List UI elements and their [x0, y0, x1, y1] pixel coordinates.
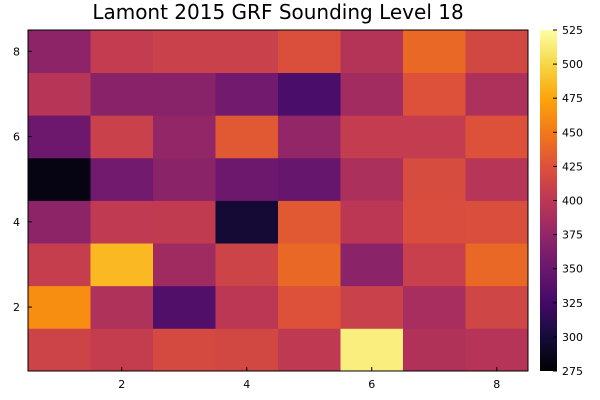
heatmap-cell	[278, 285, 341, 329]
heatmap-cell	[90, 115, 154, 159]
heatmap-cell	[278, 157, 341, 201]
heatmap-cell	[90, 285, 154, 329]
heatmap-cell	[28, 243, 91, 287]
heatmap-cell	[465, 243, 529, 287]
heatmap-cell	[340, 285, 404, 329]
heatmap-cell	[28, 200, 91, 244]
heatmap-cell	[215, 328, 279, 372]
colorbar-tick-label: 300	[562, 331, 583, 344]
heatmap-cell	[278, 115, 341, 159]
heatmap-cell	[465, 285, 529, 329]
heatmap-cell	[90, 157, 154, 201]
colorbar-gradient	[540, 30, 557, 371]
heatmap-cell	[215, 72, 279, 116]
heatmap-cell	[403, 243, 466, 287]
chart-title: Lamont 2015 GRF Sounding Level 18	[92, 0, 463, 24]
heatmap-cell	[403, 30, 466, 74]
y-tick-label: 6	[13, 131, 20, 144]
heatmap-cell	[153, 115, 216, 159]
heatmap-cell	[153, 72, 216, 116]
heatmap-cell	[465, 328, 529, 372]
x-axis: 2 4 6 8	[118, 367, 500, 391]
heatmap-cell	[403, 115, 466, 159]
heatmap-cell	[465, 157, 529, 201]
heatmap-cell	[465, 200, 529, 244]
heatmap-cell	[215, 30, 279, 74]
heatmap-cell	[153, 30, 216, 74]
heatmap-cell	[465, 72, 529, 116]
heatmap-cell	[403, 200, 466, 244]
y-tick-label: 2	[13, 301, 20, 314]
heatmap-cell	[403, 328, 466, 372]
heatmap-cell	[278, 72, 341, 116]
y-tick-label: 4	[13, 216, 20, 229]
colorbar-tick-label: 425	[562, 160, 583, 173]
heatmap-cell	[215, 243, 279, 287]
y-tick-label: 8	[13, 45, 20, 58]
heatmap-cell	[278, 30, 341, 74]
heatmap-cell	[153, 157, 216, 201]
heatmap-cell	[28, 285, 91, 329]
heatmap-cell	[90, 30, 154, 74]
heatmap-cell	[28, 157, 91, 201]
heatmap-cell	[278, 243, 341, 287]
colorbar-tick-label: 275	[562, 365, 583, 378]
x-tick-label: 6	[368, 378, 375, 391]
heatmap-cell	[28, 30, 91, 74]
colorbar-tick-label: 350	[562, 263, 583, 276]
colorbar-tick-label: 325	[562, 297, 583, 310]
heatmap-cell	[28, 115, 91, 159]
heatmap-cell	[90, 328, 154, 372]
colorbar-ticks: 275 300 325 350 375 400 425 450 475 500 525	[553, 24, 583, 378]
heatmap-cell	[28, 328, 91, 372]
heatmap-cell	[340, 115, 404, 159]
x-tick-label: 2	[118, 378, 125, 391]
heatmap-cell	[340, 72, 404, 116]
heatmap-cell	[340, 200, 404, 244]
heatmap-cell	[465, 30, 529, 74]
x-tick-label: 8	[493, 378, 500, 391]
colorbar-tick-label: 375	[562, 229, 583, 242]
colorbar-tick-label: 475	[562, 92, 583, 105]
heatmap-cell	[215, 115, 279, 159]
heatmap-cell	[153, 200, 216, 244]
colorbar-tick-label: 500	[562, 58, 583, 71]
heatmap-cells	[28, 30, 529, 372]
heatmap-cell	[153, 328, 216, 372]
heatmap-cell	[153, 285, 216, 329]
plot-frame	[27, 29, 529, 372]
colorbar-tick-label: 400	[562, 195, 583, 208]
heatmap-cell	[215, 285, 279, 329]
heatmap-cell	[215, 200, 279, 244]
colorbar: 275 300 325 350 375 400 425 450 475 500 525	[540, 24, 583, 378]
y-axis: 2 4 6 8	[13, 45, 32, 314]
heatmap-cell	[278, 200, 341, 244]
heatmap-cell	[340, 30, 404, 74]
colorbar-tick-label: 525	[562, 24, 583, 37]
heatmap-cell	[340, 243, 404, 287]
heatmap-cell	[215, 157, 279, 201]
heatmap-cell	[90, 243, 154, 287]
heatmap-cell	[340, 328, 404, 372]
heatmap-cell	[153, 243, 216, 287]
heatmap-cell	[278, 328, 341, 372]
heatmap-cell	[403, 72, 466, 116]
heatmap-cell	[403, 157, 466, 201]
heatmap-cell	[28, 72, 91, 116]
heatmap-cell	[90, 72, 154, 116]
colorbar-tick-label: 450	[562, 126, 583, 139]
heatmap-cell	[340, 157, 404, 201]
heatmap-cell	[90, 200, 154, 244]
heatmap-cell	[403, 285, 466, 329]
heatmap-cell	[465, 115, 529, 159]
x-tick-label: 4	[243, 378, 250, 391]
